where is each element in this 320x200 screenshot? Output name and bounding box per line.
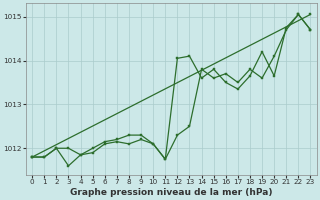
- X-axis label: Graphe pression niveau de la mer (hPa): Graphe pression niveau de la mer (hPa): [70, 188, 273, 197]
